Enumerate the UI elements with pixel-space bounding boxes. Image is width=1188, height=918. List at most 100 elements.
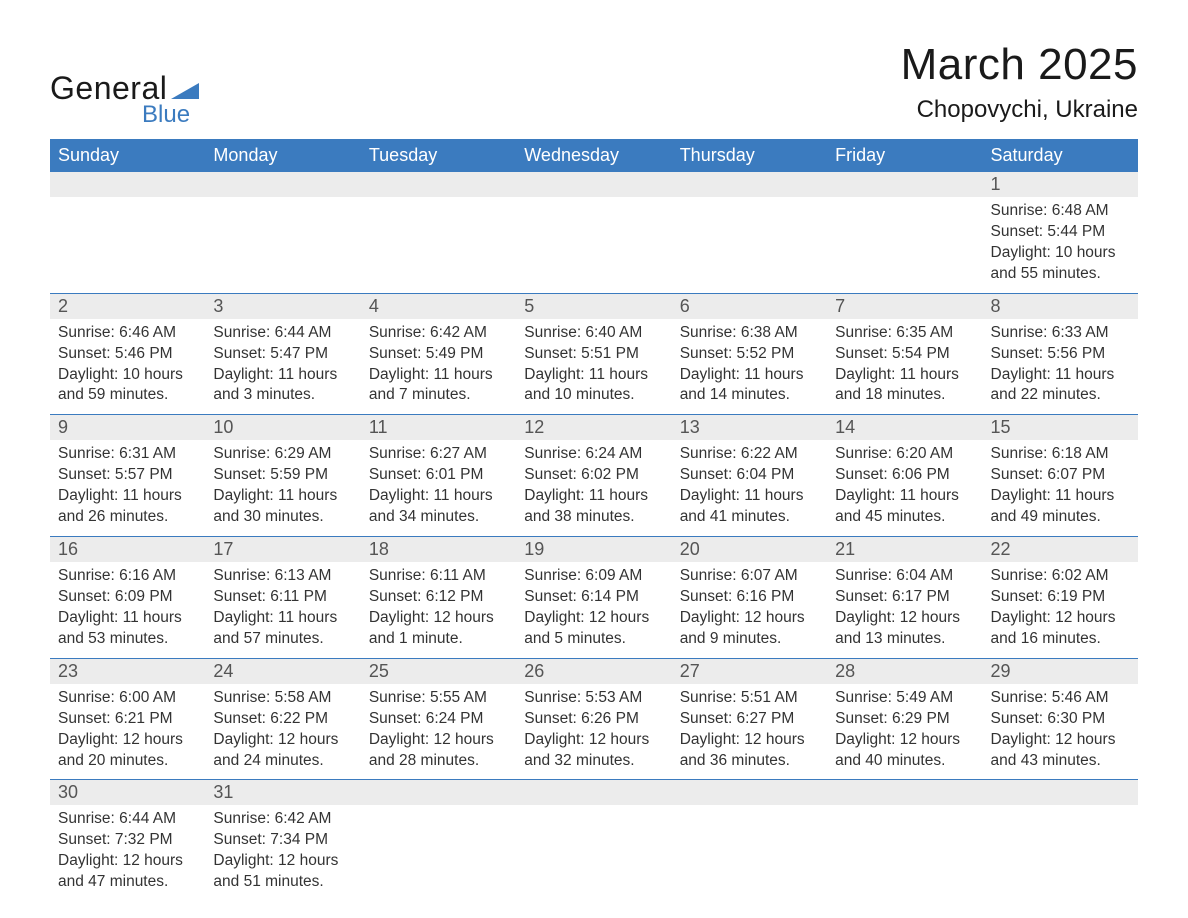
day-number-cell: 17 xyxy=(205,537,360,563)
daylight-line: Daylight: 12 hours and 13 minutes. xyxy=(835,608,974,650)
content-row: Sunrise: 6:44 AMSunset: 7:32 PMDaylight:… xyxy=(50,805,1138,901)
day-content-cell xyxy=(50,197,205,293)
location: Chopovychi, Ukraine xyxy=(901,96,1138,124)
daylight-line: Daylight: 12 hours and 1 minute. xyxy=(369,608,508,650)
day-content-cell xyxy=(827,197,982,293)
day-content-cell xyxy=(361,197,516,293)
sunrise-line: Sunrise: 6:09 AM xyxy=(524,566,663,587)
day-content-cell: Sunrise: 6:16 AMSunset: 6:09 PMDaylight:… xyxy=(50,562,205,658)
weekday-header: Friday xyxy=(827,139,982,172)
day-number-cell: 9 xyxy=(50,415,205,441)
daylight-line: Daylight: 11 hours and 49 minutes. xyxy=(991,486,1130,528)
sunrise-line: Sunrise: 6:42 AM xyxy=(213,809,352,830)
day-content-cell: Sunrise: 5:55 AMSunset: 6:24 PMDaylight:… xyxy=(361,684,516,780)
weekday-header: Monday xyxy=(205,139,360,172)
day-content-cell xyxy=(205,197,360,293)
content-row: Sunrise: 6:48 AMSunset: 5:44 PMDaylight:… xyxy=(50,197,1138,293)
sunrise-line: Sunrise: 6:44 AM xyxy=(213,323,352,344)
sunset-line: Sunset: 5:44 PM xyxy=(991,222,1130,243)
daylight-line: Daylight: 11 hours and 10 minutes. xyxy=(524,365,663,407)
daynum-row: 23242526272829 xyxy=(50,658,1138,684)
daylight-line: Daylight: 11 hours and 7 minutes. xyxy=(369,365,508,407)
sunrise-line: Sunrise: 6:07 AM xyxy=(680,566,819,587)
header: General Blue March 2025 Chopovychi, Ukra… xyxy=(50,40,1138,129)
day-content-cell: Sunrise: 5:51 AMSunset: 6:27 PMDaylight:… xyxy=(672,684,827,780)
logo-text-blue: Blue xyxy=(142,101,199,129)
daynum-row: 16171819202122 xyxy=(50,537,1138,563)
day-number-cell xyxy=(672,172,827,197)
daylight-line: Daylight: 11 hours and 34 minutes. xyxy=(369,486,508,528)
sunset-line: Sunset: 6:11 PM xyxy=(213,587,352,608)
daylight-line: Daylight: 12 hours and 5 minutes. xyxy=(524,608,663,650)
daylight-line: Daylight: 11 hours and 57 minutes. xyxy=(213,608,352,650)
sunrise-line: Sunrise: 6:33 AM xyxy=(991,323,1130,344)
day-number-cell: 21 xyxy=(827,537,982,563)
sunrise-line: Sunrise: 6:16 AM xyxy=(58,566,197,587)
sunrise-line: Sunrise: 6:20 AM xyxy=(835,444,974,465)
daylight-line: Daylight: 12 hours and 20 minutes. xyxy=(58,730,197,772)
day-content-cell: Sunrise: 6:44 AMSunset: 7:32 PMDaylight:… xyxy=(50,805,205,901)
sunrise-line: Sunrise: 5:49 AM xyxy=(835,688,974,709)
day-number-cell: 28 xyxy=(827,658,982,684)
sunrise-line: Sunrise: 6:24 AM xyxy=(524,444,663,465)
day-number-cell: 12 xyxy=(516,415,671,441)
daylight-line: Daylight: 11 hours and 18 minutes. xyxy=(835,365,974,407)
content-row: Sunrise: 6:31 AMSunset: 5:57 PMDaylight:… xyxy=(50,440,1138,536)
day-number-cell xyxy=(361,172,516,197)
sunset-line: Sunset: 5:52 PM xyxy=(680,344,819,365)
daylight-line: Daylight: 12 hours and 28 minutes. xyxy=(369,730,508,772)
day-number-cell: 6 xyxy=(672,293,827,319)
sunset-line: Sunset: 6:29 PM xyxy=(835,709,974,730)
day-content-cell xyxy=(827,805,982,901)
sunset-line: Sunset: 6:06 PM xyxy=(835,465,974,486)
day-content-cell: Sunrise: 5:53 AMSunset: 6:26 PMDaylight:… xyxy=(516,684,671,780)
sunrise-line: Sunrise: 6:13 AM xyxy=(213,566,352,587)
day-number-cell: 8 xyxy=(983,293,1138,319)
daylight-line: Daylight: 11 hours and 41 minutes. xyxy=(680,486,819,528)
day-content-cell: Sunrise: 6:46 AMSunset: 5:46 PMDaylight:… xyxy=(50,319,205,415)
sunset-line: Sunset: 6:16 PM xyxy=(680,587,819,608)
logo: General Blue xyxy=(50,70,199,129)
weekday-header: Sunday xyxy=(50,139,205,172)
day-number-cell: 4 xyxy=(361,293,516,319)
day-content-cell: Sunrise: 6:20 AMSunset: 6:06 PMDaylight:… xyxy=(827,440,982,536)
daynum-row: 9101112131415 xyxy=(50,415,1138,441)
day-content-cell xyxy=(672,197,827,293)
day-content-cell: Sunrise: 6:24 AMSunset: 6:02 PMDaylight:… xyxy=(516,440,671,536)
day-content-cell: Sunrise: 6:31 AMSunset: 5:57 PMDaylight:… xyxy=(50,440,205,536)
day-number-cell: 22 xyxy=(983,537,1138,563)
sunrise-line: Sunrise: 5:51 AM xyxy=(680,688,819,709)
weekday-header-row: SundayMondayTuesdayWednesdayThursdayFrid… xyxy=(50,139,1138,172)
day-content-cell: Sunrise: 6:44 AMSunset: 5:47 PMDaylight:… xyxy=(205,319,360,415)
day-content-cell: Sunrise: 5:49 AMSunset: 6:29 PMDaylight:… xyxy=(827,684,982,780)
daylight-line: Daylight: 12 hours and 40 minutes. xyxy=(835,730,974,772)
sunset-line: Sunset: 5:56 PM xyxy=(991,344,1130,365)
day-number-cell: 1 xyxy=(983,172,1138,197)
daylight-line: Daylight: 11 hours and 30 minutes. xyxy=(213,486,352,528)
content-row: Sunrise: 6:00 AMSunset: 6:21 PMDaylight:… xyxy=(50,684,1138,780)
day-content-cell: Sunrise: 6:27 AMSunset: 6:01 PMDaylight:… xyxy=(361,440,516,536)
sunset-line: Sunset: 5:54 PM xyxy=(835,344,974,365)
daylight-line: Daylight: 12 hours and 36 minutes. xyxy=(680,730,819,772)
content-row: Sunrise: 6:46 AMSunset: 5:46 PMDaylight:… xyxy=(50,319,1138,415)
day-number-cell: 19 xyxy=(516,537,671,563)
day-number-cell: 23 xyxy=(50,658,205,684)
daylight-line: Daylight: 11 hours and 14 minutes. xyxy=(680,365,819,407)
sunrise-line: Sunrise: 6:38 AM xyxy=(680,323,819,344)
day-number-cell: 3 xyxy=(205,293,360,319)
sunset-line: Sunset: 6:14 PM xyxy=(524,587,663,608)
day-number-cell: 5 xyxy=(516,293,671,319)
daylight-line: Daylight: 11 hours and 45 minutes. xyxy=(835,486,974,528)
daylight-line: Daylight: 11 hours and 26 minutes. xyxy=(58,486,197,528)
day-number-cell xyxy=(827,172,982,197)
sunrise-line: Sunrise: 6:42 AM xyxy=(369,323,508,344)
day-number-cell xyxy=(827,780,982,806)
daylight-line: Daylight: 12 hours and 43 minutes. xyxy=(991,730,1130,772)
sunrise-line: Sunrise: 6:48 AM xyxy=(991,201,1130,222)
sunset-line: Sunset: 6:19 PM xyxy=(991,587,1130,608)
sunrise-line: Sunrise: 6:35 AM xyxy=(835,323,974,344)
sunrise-line: Sunrise: 6:40 AM xyxy=(524,323,663,344)
day-number-cell xyxy=(205,172,360,197)
sunset-line: Sunset: 5:47 PM xyxy=(213,344,352,365)
sunset-line: Sunset: 5:57 PM xyxy=(58,465,197,486)
